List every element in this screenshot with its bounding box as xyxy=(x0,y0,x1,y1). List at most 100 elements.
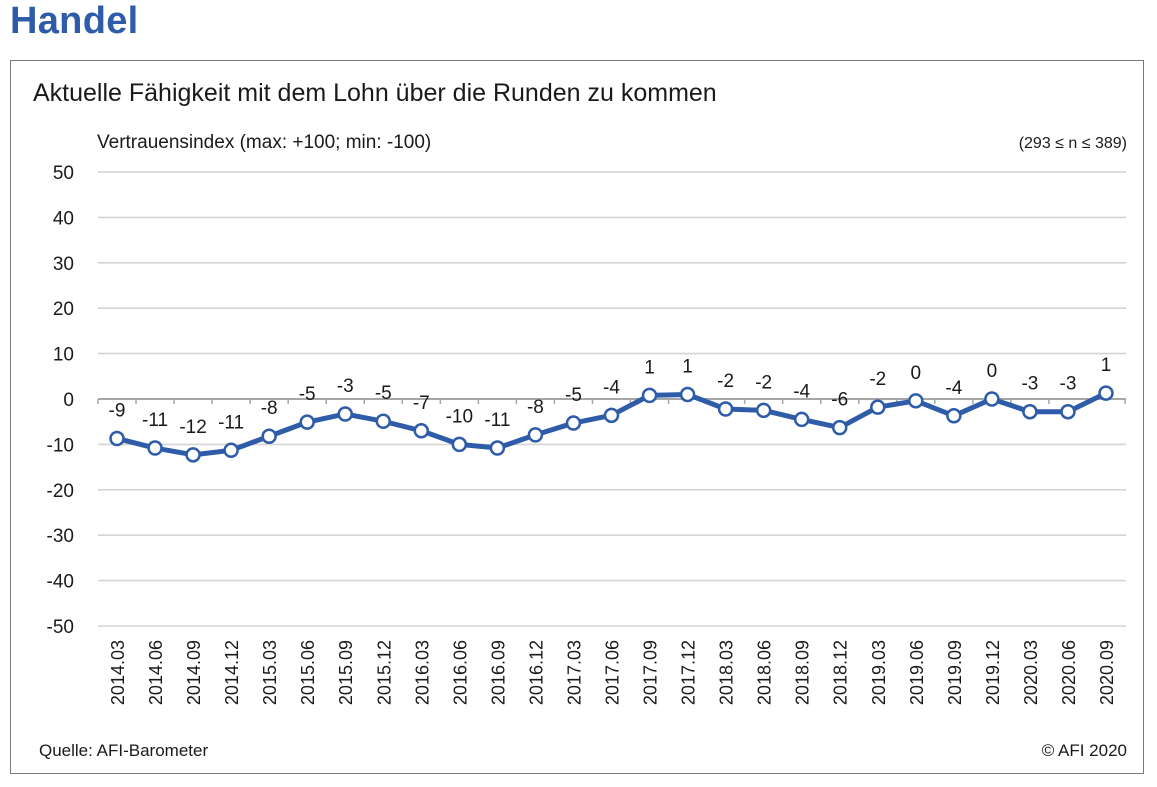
x-tick-label: 2017.09 xyxy=(641,640,661,705)
data-point xyxy=(147,440,163,456)
data-label: -4 xyxy=(945,378,962,399)
y-tick-label: 40 xyxy=(53,208,74,229)
data-label: -6 xyxy=(831,390,848,411)
data-label: -11 xyxy=(218,412,244,433)
data-label: 0 xyxy=(987,361,998,382)
data-label: -7 xyxy=(413,393,430,414)
data-label: -8 xyxy=(527,397,544,418)
x-tick-label: 2016.06 xyxy=(450,640,470,705)
data-label: 1 xyxy=(644,357,655,378)
y-tick-label: -10 xyxy=(47,435,74,456)
x-tick-label: 2019.09 xyxy=(945,640,965,705)
data-label: -3 xyxy=(1060,374,1077,395)
y-tick-labels: 50 40 30 20 10 0 -10 -20 -30 -40 -50 xyxy=(47,163,74,638)
data-label: -4 xyxy=(793,381,810,402)
y-axis-label: Vertrauensindex (max: +100; min: -100) xyxy=(97,132,432,153)
y-tick-label: -50 xyxy=(47,617,74,638)
data-label: 0 xyxy=(911,363,922,384)
data-point xyxy=(679,386,696,403)
x-tick-label: 2015.03 xyxy=(260,640,280,705)
x-tick-label: 2019.03 xyxy=(869,640,889,705)
data-point xyxy=(1022,403,1038,420)
data-label: -3 xyxy=(337,376,354,397)
data-point xyxy=(223,442,239,459)
y-tick-label: 0 xyxy=(63,390,74,411)
source-note: Quelle: AFI-Barometer xyxy=(39,741,209,760)
data-label: -11 xyxy=(484,410,510,431)
x-tick-label: 2019.12 xyxy=(983,640,1003,705)
data-label: -4 xyxy=(603,377,620,398)
x-tick-label: 2014.09 xyxy=(184,640,204,705)
grid-lines xyxy=(97,171,1126,627)
data-point xyxy=(1098,385,1114,401)
data-label: 1 xyxy=(682,356,693,377)
x-tick-label: 2017.06 xyxy=(603,640,623,705)
x-tick-label: 2018.03 xyxy=(717,640,737,705)
data-label: -5 xyxy=(299,384,316,405)
data-label: -12 xyxy=(179,417,206,438)
data-points xyxy=(109,385,1114,463)
x-tick-label: 2014.06 xyxy=(146,640,166,705)
data-point xyxy=(375,413,392,429)
y-tick-label: 30 xyxy=(53,254,74,275)
x-tick-label: 2017.12 xyxy=(679,640,699,705)
sample-size-note: (293 ≤ n ≤ 389) xyxy=(1018,135,1127,152)
data-label: -11 xyxy=(142,410,168,431)
x-tick-label: 2014.03 xyxy=(108,640,128,705)
data-point xyxy=(717,401,734,417)
data-point xyxy=(109,430,125,447)
data-label: 1 xyxy=(1101,355,1112,376)
data-point xyxy=(641,387,658,404)
x-tick-label: 2018.06 xyxy=(755,640,775,705)
chart-frame: Aktuelle Fähigkeit mit dem Lohn über die… xyxy=(10,60,1144,774)
data-point xyxy=(565,415,582,431)
data-point xyxy=(299,414,315,430)
data-label: -2 xyxy=(755,372,772,393)
y-tick-label: -40 xyxy=(47,572,74,593)
data-point xyxy=(185,447,201,463)
x-tick-label: 2016.09 xyxy=(488,640,508,705)
copyright-note: © AFI 2020 xyxy=(1041,741,1127,760)
x-tick-label: 2018.12 xyxy=(831,640,851,705)
data-label: -2 xyxy=(717,371,734,392)
data-point xyxy=(946,408,962,424)
y-tick-label: 20 xyxy=(53,299,74,320)
data-label: -5 xyxy=(565,385,582,406)
data-point xyxy=(337,406,353,422)
x-tick-label: 2015.09 xyxy=(336,640,356,705)
data-point xyxy=(908,393,924,409)
data-point xyxy=(870,399,886,415)
x-tick-label: 2020.06 xyxy=(1059,640,1079,705)
chart-title: Aktuelle Fähigkeit mit dem Lohn über die… xyxy=(33,79,717,107)
x-tick-labels: 2014.03 2014.06 2014.09 2014.12 2015.03 2015.… xyxy=(108,640,1117,705)
page-title: Handel xyxy=(10,0,139,42)
x-tick-label: 2017.03 xyxy=(564,640,584,705)
data-point xyxy=(1060,403,1076,420)
data-label: -9 xyxy=(109,400,126,421)
data-point xyxy=(261,428,277,444)
y-tick-label: -30 xyxy=(47,526,74,547)
data-point xyxy=(451,436,468,453)
y-tick-label: -20 xyxy=(47,481,74,502)
y-tick-label: 50 xyxy=(53,163,74,184)
x-tick-label: 2020.09 xyxy=(1097,640,1117,705)
x-tick-label: 2016.03 xyxy=(412,640,432,705)
x-tick-label: 2014.12 xyxy=(222,640,242,705)
x-tick-label: 2018.09 xyxy=(793,640,813,705)
y-tick-label: 10 xyxy=(53,345,74,366)
data-point xyxy=(755,402,772,419)
data-point xyxy=(984,391,1000,407)
data-point xyxy=(793,411,810,428)
data-label: -5 xyxy=(375,383,392,404)
x-tick-label: 2015.12 xyxy=(374,640,394,705)
data-label: -3 xyxy=(1021,374,1038,395)
x-tick-label: 2019.06 xyxy=(907,640,927,705)
x-tick-label: 2016.12 xyxy=(526,640,546,705)
x-tick-label: 2020.03 xyxy=(1021,640,1041,705)
data-point xyxy=(527,427,544,443)
data-labels: -9 -11 -12 -11-8-5 -3 -5 -7-10 -11-8-5 -41 1-2 -2-… xyxy=(109,355,1112,438)
data-point xyxy=(413,423,430,439)
data-point xyxy=(603,407,620,424)
data-point xyxy=(489,440,506,456)
